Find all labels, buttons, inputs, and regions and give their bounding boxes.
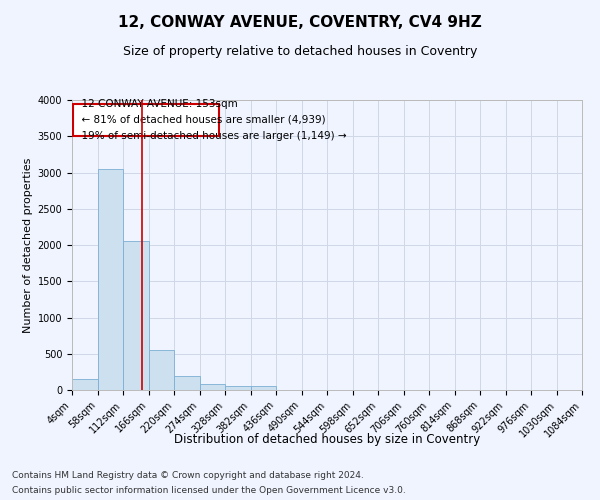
Bar bbox=[123, 242, 149, 390]
Bar bbox=[72, 379, 97, 390]
Bar bbox=[174, 376, 199, 390]
Bar bbox=[251, 386, 276, 390]
Bar bbox=[97, 169, 123, 390]
Text: 12, CONWAY AVENUE, COVENTRY, CV4 9HZ: 12, CONWAY AVENUE, COVENTRY, CV4 9HZ bbox=[118, 15, 482, 30]
Text: Contains HM Land Registry data © Crown copyright and database right 2024.: Contains HM Land Registry data © Crown c… bbox=[12, 471, 364, 480]
Text: Size of property relative to detached houses in Coventry: Size of property relative to detached ho… bbox=[123, 45, 477, 58]
Text: 12 CONWAY AVENUE: 153sqm
  ← 81% of detached houses are smaller (4,939)
  19% of: 12 CONWAY AVENUE: 153sqm ← 81% of detach… bbox=[75, 100, 346, 140]
Bar bbox=[225, 386, 251, 390]
Y-axis label: Number of detached properties: Number of detached properties bbox=[23, 158, 34, 332]
Bar bbox=[149, 350, 174, 390]
Text: Contains public sector information licensed under the Open Government Licence v3: Contains public sector information licen… bbox=[12, 486, 406, 495]
Bar bbox=[200, 384, 225, 390]
Text: Distribution of detached houses by size in Coventry: Distribution of detached houses by size … bbox=[174, 434, 480, 446]
FancyBboxPatch shape bbox=[73, 104, 220, 136]
